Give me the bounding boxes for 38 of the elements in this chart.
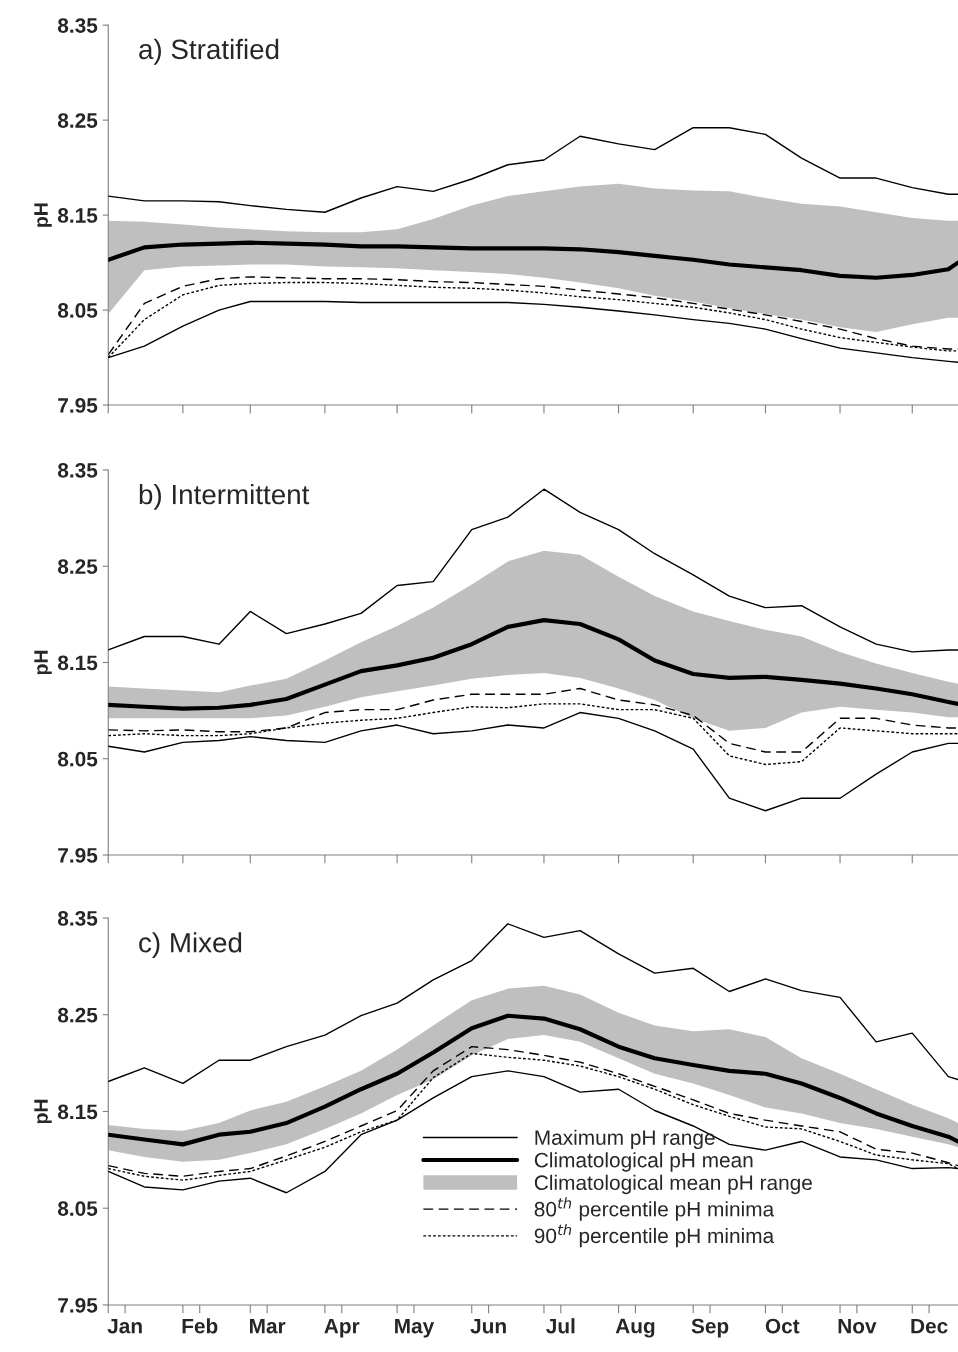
- y-axis-title: pH: [34, 203, 52, 227]
- x-tick-label: Nov: [838, 1318, 877, 1334]
- y-tick-label: 8.25: [57, 113, 98, 128]
- y-tick-label: 8.15: [57, 1104, 98, 1120]
- y-tick-label: 8.05: [57, 303, 98, 318]
- y-axis-title: pH: [34, 650, 52, 675]
- x-tick-label: Feb: [182, 1318, 218, 1334]
- y-tick-label: 8.15: [57, 208, 98, 223]
- chart-title: b) Intermittent: [139, 483, 310, 510]
- x-tick-label: Apr: [324, 1318, 360, 1338]
- y-tick-label: 7.95: [58, 848, 98, 863]
- x-tick-label: May: [395, 1318, 435, 1338]
- legend-label: Climatological mean pH range: [534, 1174, 812, 1195]
- x-tick-label: Mar: [250, 1318, 286, 1334]
- y-tick-label: 8.25: [57, 559, 98, 574]
- y-tick-label: 8.05: [57, 751, 98, 767]
- legend-label: Climatological pH mean: [534, 1152, 753, 1172]
- y-tick-label: 8.15: [57, 655, 98, 671]
- legend-label: 80$^{th}$ percentile pH minima: [534, 1197, 775, 1221]
- y-tick-label: 8.35: [57, 18, 98, 33]
- x-tick-label: Sep: [691, 1318, 729, 1338]
- y-tick-label: 8.25: [57, 1007, 98, 1023]
- x-tick-label: Aug: [615, 1318, 655, 1338]
- legend-label: 90$^{th}$ percentile pH minima: [534, 1223, 775, 1248]
- chart-title: c) Mixed: [139, 932, 242, 959]
- x-tick-label: Dec: [911, 1318, 948, 1334]
- x-tick-label: Oct: [765, 1318, 800, 1334]
- y-axis-title: pH: [34, 1099, 52, 1124]
- y-tick-label: 7.95: [58, 398, 98, 413]
- y-tick-label: 8.05: [57, 1201, 98, 1216]
- x-tick-label: Jun: [470, 1318, 506, 1334]
- legend-label: Maximum pH range: [535, 1129, 715, 1150]
- y-tick-label: 7.95: [58, 1297, 98, 1313]
- y-tick-label: 8.35: [57, 462, 98, 478]
- x-tick-label: Jan: [107, 1318, 142, 1334]
- x-tick-label: Jul: [546, 1318, 575, 1334]
- chart-title: a) Stratified: [139, 38, 279, 65]
- y-tick-label: 8.35: [57, 911, 98, 926]
